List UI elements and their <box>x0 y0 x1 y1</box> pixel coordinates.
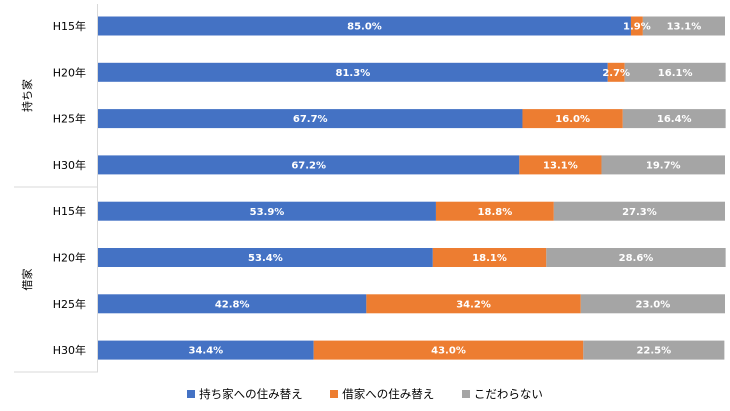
bar-segment-2-4 <box>553 201 725 221</box>
legend-swatch-rented <box>330 390 339 398</box>
data-label-0-4: 53.9% <box>250 207 285 218</box>
legend-swatch-owned <box>187 390 196 398</box>
data-label-0-5: 53.4% <box>248 253 283 264</box>
group-label-1: 借家 <box>20 269 34 291</box>
bar-segment-1-2 <box>522 109 623 129</box>
data-label-0-2: 67.7% <box>293 114 328 125</box>
category-labels: H15年 H20年 H25年 H30年 H15年 H20年 H25年 H30年 <box>53 19 86 357</box>
data-label-1-1: 2.7% <box>602 68 630 79</box>
category-label-5: H20年 <box>53 251 86 265</box>
data-label-2-5: 28.6% <box>619 253 654 264</box>
legend-label-any: こだわらない <box>473 387 543 401</box>
data-label-2-4: 27.3% <box>622 207 657 218</box>
data-label-0-6: 42.8% <box>215 299 250 310</box>
bar-segment-2-3 <box>601 155 725 175</box>
data-label-2-2: 16.4% <box>657 114 692 125</box>
bar-segment-1-0 <box>630 16 643 36</box>
data-label-2-7: 22.5% <box>636 346 671 357</box>
data-label-1-5: 18.1% <box>472 253 507 264</box>
bar-segment-1-1 <box>607 62 625 82</box>
legend-label-owned: 持ち家への住み替え <box>199 387 303 401</box>
data-label-1-6: 34.2% <box>456 299 491 310</box>
data-label-2-1: 16.1% <box>658 68 693 79</box>
bar-segment-0-5 <box>98 248 433 267</box>
bar-segment-0-1 <box>98 62 608 82</box>
bar-segment-0-3 <box>98 155 520 175</box>
data-label-0-7: 34.4% <box>188 346 223 357</box>
bar-segment-1-4 <box>435 201 554 221</box>
data-label-0-1: 81.3% <box>336 68 371 79</box>
bar-segment-2-0 <box>642 16 725 36</box>
category-label-6: H25年 <box>53 297 86 311</box>
data-label-2-6: 23.0% <box>636 299 671 310</box>
data-label-2-0: 13.1% <box>667 22 702 33</box>
legend-swatch-any <box>461 390 470 398</box>
category-label-2: H25年 <box>53 112 86 126</box>
data-label-1-3: 13.1% <box>543 161 578 172</box>
data-label-0-0: 85.0% <box>347 22 382 33</box>
category-label-0: H15年 <box>53 19 86 33</box>
group-label-0: 持ち家 <box>20 79 34 112</box>
bar-segment-2-2 <box>622 109 726 129</box>
data-label-1-2: 16.0% <box>555 114 590 125</box>
bar-segment-1-5 <box>432 248 547 267</box>
axes <box>14 4 98 373</box>
bar-segment-1-3 <box>519 155 602 175</box>
bar-segment-0-2 <box>98 109 523 129</box>
bar-segment-0-4 <box>98 201 436 221</box>
legend-item-rented: 借家への住み替え <box>330 386 434 402</box>
bar-segment-0-0 <box>98 16 631 36</box>
category-label-7: H30年 <box>53 343 86 357</box>
data-label-2-3: 19.7% <box>646 161 681 172</box>
category-label-4: H15年 <box>53 204 86 218</box>
data-labels: 85.0% 1.9% 13.1% 81.3% 2.7% 16.1% 67.7% 16.0% 16… <box>188 22 701 357</box>
bars <box>98 16 726 360</box>
bar-segment-2-6 <box>580 294 725 314</box>
category-label-1: H20年 <box>53 65 86 79</box>
bar-segment-1-6 <box>366 294 581 314</box>
bar-segment-0-7 <box>98 340 314 360</box>
bar-segment-1-7 <box>313 340 584 360</box>
category-label-3: H30年 <box>53 158 86 172</box>
legend-label-rented: 借家への住み替え <box>342 387 435 401</box>
legend: 持ち家への住み替え 借家への住み替え こだわらない <box>0 386 730 402</box>
bar-segment-0-6 <box>98 294 367 314</box>
data-label-1-7: 43.0% <box>431 346 466 357</box>
legend-item-any: こだわらない <box>461 386 543 402</box>
legend-item-owned: 持ち家への住み替え <box>187 386 303 402</box>
bar-segment-2-5 <box>546 248 726 267</box>
data-label-1-0: 1.9% <box>623 22 651 33</box>
bar-segment-2-1 <box>624 62 726 82</box>
data-label-0-3: 67.2% <box>291 161 326 172</box>
data-label-1-4: 18.8% <box>478 207 513 218</box>
bar-segment-2-7 <box>583 340 725 360</box>
